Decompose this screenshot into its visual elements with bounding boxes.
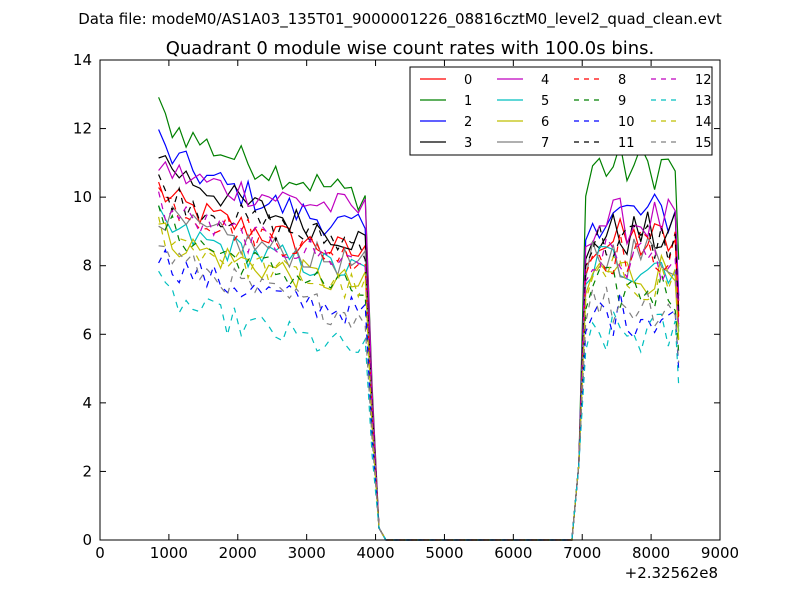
legend-label-12: 12 bbox=[695, 73, 712, 88]
plot-lines bbox=[158, 97, 680, 541]
series-line-12 bbox=[158, 191, 680, 541]
series-line-2 bbox=[158, 129, 680, 541]
series-line-14 bbox=[158, 216, 680, 541]
series-line-11 bbox=[158, 174, 680, 541]
series-line-13 bbox=[158, 270, 680, 541]
legend-box bbox=[409, 66, 713, 156]
x-tick-label: 5000 bbox=[425, 544, 463, 562]
x-tick-label: 1000 bbox=[150, 544, 188, 562]
series-line-15 bbox=[158, 245, 680, 541]
legend-label-7: 7 bbox=[541, 136, 549, 151]
x-offset-label: +2.32562e8 bbox=[625, 564, 718, 582]
legend-label-0: 0 bbox=[464, 73, 472, 88]
x-tick-label: 7000 bbox=[563, 544, 601, 562]
series-line-1 bbox=[158, 97, 680, 541]
legend-label-5: 5 bbox=[541, 94, 549, 109]
x-tick-label: 8000 bbox=[632, 544, 670, 562]
x-tick-label: 9000 bbox=[701, 544, 739, 562]
y-tick-label: 4 bbox=[82, 394, 92, 412]
x-tick-label: 0 bbox=[95, 544, 105, 562]
series-line-8 bbox=[158, 187, 680, 541]
y-tick-label: 0 bbox=[82, 531, 92, 549]
chart-suptitle: Data file: modeM0/AS1A03_135T01_90000012… bbox=[78, 10, 722, 29]
x-tick-label: 2000 bbox=[219, 544, 257, 562]
legend-label-15: 15 bbox=[695, 136, 712, 151]
x-tick-label: 3000 bbox=[288, 544, 326, 562]
legend-label-13: 13 bbox=[695, 94, 712, 109]
legend-label-9: 9 bbox=[618, 94, 626, 109]
series-line-9 bbox=[158, 205, 680, 541]
legend-label-8: 8 bbox=[618, 73, 626, 88]
y-tick-label: 2 bbox=[82, 462, 92, 480]
legend-label-4: 4 bbox=[541, 73, 549, 88]
plot-frame bbox=[99, 59, 721, 541]
legend-label-14: 14 bbox=[695, 115, 712, 130]
y-tick-label: 6 bbox=[82, 325, 92, 343]
x-tick-label: 4000 bbox=[356, 544, 394, 562]
series-line-4 bbox=[158, 160, 680, 541]
axes: 0 1000 2000 3000 4000 5000 6000 7000 8000 9000 0 2 4… bbox=[73, 51, 739, 562]
y-tick-label: 8 bbox=[82, 257, 92, 275]
y-tick-label: 12 bbox=[73, 120, 92, 138]
legend-label-10: 10 bbox=[618, 115, 635, 130]
legend-label-11: 11 bbox=[618, 136, 635, 151]
chart-title: Quadrant 0 module wise count rates with … bbox=[166, 38, 655, 59]
x-tick-label: 6000 bbox=[494, 544, 532, 562]
y-tick-label: 10 bbox=[73, 188, 92, 206]
y-tick-label: 14 bbox=[73, 51, 92, 69]
legend-label-3: 3 bbox=[464, 136, 472, 151]
legend-label-1: 1 bbox=[464, 94, 472, 109]
series-line-3 bbox=[158, 154, 680, 541]
legend-label-2: 2 bbox=[464, 115, 472, 130]
legend-label-6: 6 bbox=[541, 115, 549, 130]
series-line-10 bbox=[158, 248, 680, 541]
